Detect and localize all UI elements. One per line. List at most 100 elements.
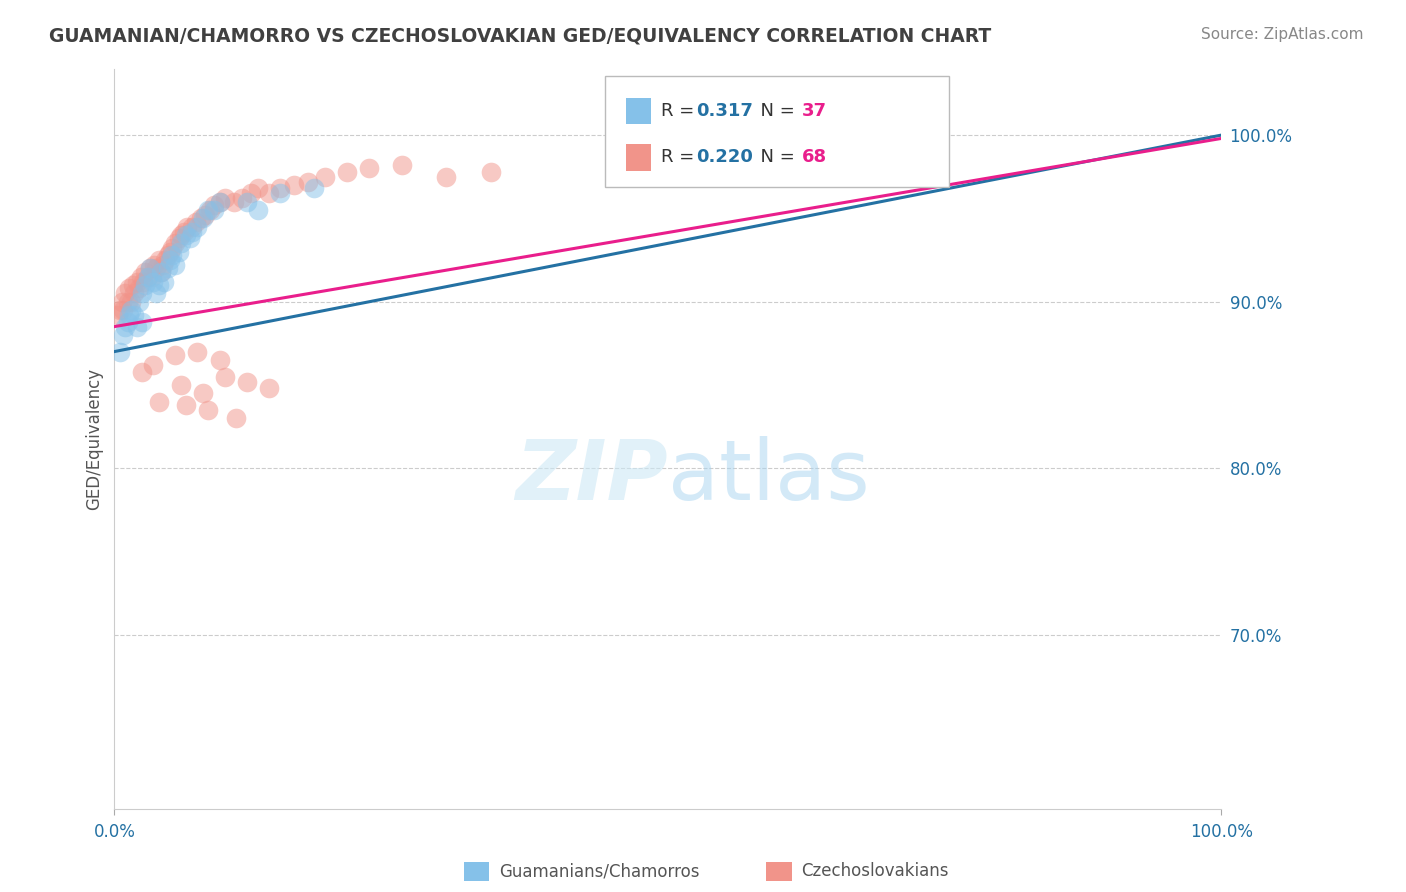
Point bbox=[118, 308, 141, 322]
Text: N =: N = bbox=[749, 148, 801, 166]
Point bbox=[247, 202, 270, 217]
Point bbox=[112, 327, 135, 342]
Point bbox=[153, 275, 176, 289]
Point bbox=[179, 231, 201, 245]
Point bbox=[214, 369, 236, 384]
Text: R =: R = bbox=[661, 102, 700, 120]
Text: 0.220: 0.220 bbox=[696, 148, 752, 166]
Point bbox=[118, 281, 141, 295]
Text: Guamanians/Chamorros: Guamanians/Chamorros bbox=[499, 863, 700, 880]
Point bbox=[155, 252, 177, 267]
Point bbox=[236, 375, 259, 389]
Text: N =: N = bbox=[749, 102, 801, 120]
Point bbox=[122, 277, 145, 292]
Text: Czechoslovakians: Czechoslovakians bbox=[801, 863, 949, 880]
Point bbox=[114, 286, 136, 301]
Point bbox=[190, 211, 212, 226]
Point bbox=[208, 352, 231, 367]
Text: ZIP: ZIP bbox=[515, 435, 668, 516]
Point bbox=[357, 161, 380, 176]
Text: 0.317: 0.317 bbox=[696, 102, 752, 120]
Point bbox=[173, 225, 195, 239]
Point bbox=[186, 215, 208, 229]
Point bbox=[114, 319, 136, 334]
Point bbox=[149, 265, 172, 279]
Point bbox=[165, 348, 187, 362]
Point bbox=[170, 227, 193, 242]
Point bbox=[125, 319, 148, 334]
Point bbox=[198, 202, 221, 217]
Point bbox=[259, 381, 281, 395]
Point bbox=[214, 191, 236, 205]
Text: GUAMANIAN/CHAMORRO VS CZECHOSLOVAKIAN GED/EQUIVALENCY CORRELATION CHART: GUAMANIAN/CHAMORRO VS CZECHOSLOVAKIAN GE… bbox=[49, 27, 991, 45]
Point bbox=[160, 248, 183, 262]
Point bbox=[186, 219, 208, 234]
Point bbox=[120, 302, 142, 317]
Y-axis label: GED/Equivalency: GED/Equivalency bbox=[86, 368, 103, 510]
Text: R =: R = bbox=[661, 148, 700, 166]
Point bbox=[194, 208, 217, 222]
Point bbox=[314, 169, 336, 184]
Point bbox=[134, 277, 156, 292]
Point bbox=[156, 261, 179, 276]
Point bbox=[180, 219, 202, 234]
Point bbox=[170, 377, 193, 392]
Point bbox=[225, 411, 247, 425]
Point bbox=[159, 252, 181, 267]
Point bbox=[107, 308, 129, 322]
Point bbox=[112, 302, 135, 317]
Point bbox=[165, 236, 187, 251]
Point bbox=[247, 181, 270, 195]
Point bbox=[148, 277, 170, 292]
Point bbox=[141, 269, 163, 284]
Point bbox=[131, 286, 153, 301]
Point bbox=[283, 178, 305, 192]
Point bbox=[124, 286, 146, 301]
Point bbox=[152, 258, 174, 272]
Point bbox=[180, 225, 202, 239]
Point bbox=[336, 165, 359, 179]
Point bbox=[143, 258, 166, 272]
Point bbox=[222, 194, 245, 209]
Point bbox=[165, 258, 187, 272]
Point bbox=[128, 281, 150, 295]
Point bbox=[117, 315, 139, 329]
Point bbox=[108, 344, 131, 359]
Point bbox=[231, 191, 253, 205]
Point bbox=[156, 248, 179, 262]
Point bbox=[197, 202, 219, 217]
Point bbox=[202, 198, 225, 212]
Point bbox=[142, 275, 165, 289]
Point bbox=[167, 244, 190, 259]
Point bbox=[131, 365, 153, 379]
Point bbox=[269, 186, 291, 201]
Point bbox=[125, 275, 148, 289]
Point bbox=[129, 269, 152, 284]
Point bbox=[191, 386, 214, 401]
Point bbox=[132, 275, 155, 289]
Point bbox=[436, 169, 458, 184]
Point bbox=[176, 227, 198, 242]
Point bbox=[208, 194, 231, 209]
Point bbox=[124, 308, 146, 322]
Point bbox=[139, 261, 162, 276]
Point bbox=[159, 244, 181, 259]
Point bbox=[149, 265, 172, 279]
Point bbox=[142, 358, 165, 372]
Point bbox=[131, 315, 153, 329]
Point bbox=[170, 236, 193, 251]
Point bbox=[302, 181, 325, 195]
Point bbox=[145, 286, 167, 301]
Point bbox=[120, 294, 142, 309]
Point bbox=[145, 261, 167, 276]
Point bbox=[269, 181, 291, 195]
Point bbox=[176, 398, 198, 412]
Point bbox=[186, 344, 208, 359]
Point bbox=[239, 186, 262, 201]
Point bbox=[259, 186, 281, 201]
Point bbox=[191, 211, 214, 226]
Point bbox=[160, 241, 183, 255]
Point bbox=[208, 194, 231, 209]
Point bbox=[202, 202, 225, 217]
Point bbox=[111, 294, 134, 309]
